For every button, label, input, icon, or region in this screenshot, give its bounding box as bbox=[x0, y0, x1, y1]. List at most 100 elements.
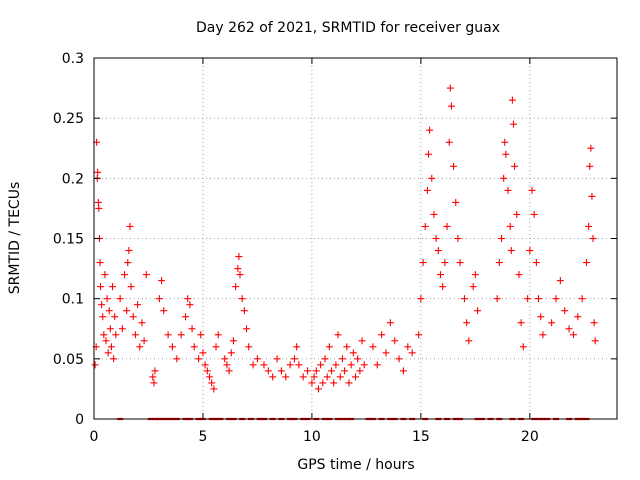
data-point bbox=[321, 355, 329, 363]
data-point bbox=[421, 222, 429, 230]
data-point bbox=[425, 150, 433, 158]
data-point bbox=[253, 355, 261, 363]
data-point bbox=[116, 295, 124, 303]
data-point bbox=[434, 247, 442, 255]
data-point bbox=[124, 259, 132, 267]
data-point bbox=[273, 355, 281, 363]
data-point bbox=[578, 295, 586, 303]
data-point bbox=[569, 331, 577, 339]
data-point bbox=[131, 331, 139, 339]
data-point bbox=[286, 361, 294, 369]
data-point bbox=[227, 349, 235, 357]
data-point bbox=[160, 307, 168, 315]
axis-ticks bbox=[93, 57, 617, 420]
data-point bbox=[319, 379, 327, 387]
data-point bbox=[102, 337, 110, 345]
y-tick-label: 0.3 bbox=[62, 51, 84, 67]
x-axis-label: GPS time / hours bbox=[297, 457, 414, 473]
x-tick-label: 0 bbox=[90, 429, 99, 445]
data-point bbox=[336, 373, 344, 381]
data-point bbox=[104, 349, 112, 357]
x-tick-label: 10 bbox=[303, 429, 321, 445]
data-point bbox=[443, 222, 451, 230]
data-point bbox=[456, 259, 464, 267]
data-point bbox=[382, 349, 390, 357]
data-point bbox=[391, 337, 399, 345]
data-point bbox=[585, 222, 593, 230]
chart-title: Day 262 of 2021, SRMTID for receiver gua… bbox=[196, 20, 500, 36]
data-point bbox=[395, 355, 403, 363]
data-point bbox=[352, 373, 359, 381]
data-point bbox=[236, 271, 244, 279]
data-point bbox=[474, 307, 482, 315]
data-point bbox=[197, 331, 205, 339]
data-point bbox=[225, 367, 233, 375]
data-point bbox=[177, 331, 185, 339]
data-point bbox=[588, 192, 596, 200]
data-point bbox=[430, 210, 438, 218]
data-point bbox=[354, 355, 362, 363]
data-point bbox=[345, 379, 353, 387]
data-point bbox=[526, 247, 534, 255]
data-point bbox=[168, 343, 176, 351]
data-point bbox=[221, 355, 229, 363]
data-point bbox=[590, 319, 598, 327]
data-point bbox=[105, 307, 113, 315]
data-point bbox=[548, 319, 556, 327]
data-point bbox=[142, 271, 150, 279]
data-point bbox=[205, 373, 213, 381]
data-point bbox=[471, 271, 479, 279]
data-point bbox=[591, 337, 599, 345]
data-point bbox=[109, 283, 117, 291]
data-point bbox=[552, 295, 560, 303]
data-point bbox=[323, 373, 331, 381]
data-point bbox=[264, 367, 272, 375]
data-point bbox=[334, 331, 342, 339]
data-point bbox=[293, 343, 301, 351]
data-point bbox=[95, 204, 103, 212]
data-point bbox=[495, 259, 503, 267]
data-point bbox=[155, 295, 163, 303]
data-point bbox=[94, 198, 102, 206]
data-point bbox=[511, 162, 519, 170]
data-point bbox=[417, 295, 425, 303]
data-point bbox=[532, 259, 540, 267]
data-point bbox=[106, 325, 114, 333]
data-point bbox=[229, 337, 237, 345]
data-point bbox=[439, 283, 447, 291]
data-point bbox=[498, 235, 506, 242]
data-point bbox=[332, 361, 340, 369]
data-point bbox=[450, 162, 458, 170]
data-point bbox=[188, 325, 196, 333]
data-point bbox=[426, 126, 434, 134]
data-point bbox=[539, 331, 547, 339]
data-point bbox=[269, 373, 277, 381]
data-point bbox=[123, 307, 131, 315]
x-tick-label: 20 bbox=[521, 429, 539, 445]
data-point bbox=[582, 259, 590, 267]
data-point bbox=[373, 361, 381, 369]
data-point bbox=[201, 361, 209, 369]
data-point bbox=[452, 198, 460, 206]
data-point bbox=[121, 271, 129, 279]
data-point bbox=[101, 271, 109, 279]
y-tick-label: 0 bbox=[75, 412, 84, 428]
data-point bbox=[537, 313, 545, 321]
data-point bbox=[203, 367, 211, 375]
data-point bbox=[223, 361, 231, 369]
data-point bbox=[386, 319, 394, 327]
data-point bbox=[535, 295, 543, 303]
data-point bbox=[158, 277, 166, 285]
data-point bbox=[129, 313, 137, 321]
data-point bbox=[240, 307, 248, 315]
data-point bbox=[530, 210, 538, 218]
data-point bbox=[277, 367, 285, 375]
data-point bbox=[378, 331, 386, 339]
data-point bbox=[214, 331, 222, 339]
data-point bbox=[107, 343, 115, 351]
data-point bbox=[118, 325, 126, 333]
data-point bbox=[507, 247, 515, 255]
data-point bbox=[423, 186, 431, 194]
data-point bbox=[587, 144, 595, 152]
